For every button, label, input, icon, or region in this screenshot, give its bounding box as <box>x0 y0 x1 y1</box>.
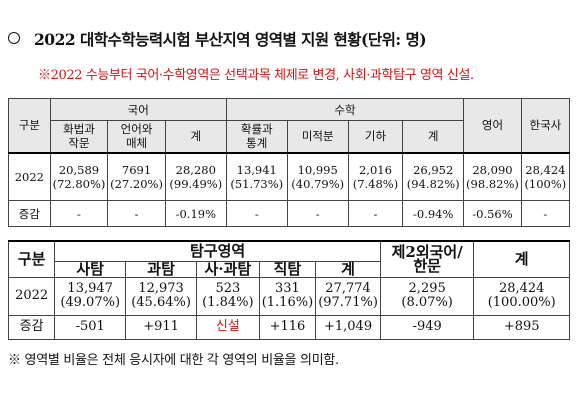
table-cell: 2,295 (8.07%) <box>379 276 475 316</box>
title-text: 2022 대학수학능력시험 부산지역 영역별 지원 현황(단위: 명) <box>34 30 427 49</box>
sub-header: 계 <box>164 120 227 153</box>
table-korean-math: 구분 국어 수학 영어 한국사 화법과 작문 언어와 매체 계 확률과 통계 미… <box>8 98 571 227</box>
row-label: 증감 <box>7 314 56 340</box>
table-cell: -0.19% <box>164 200 227 227</box>
header-foreign: 제2외국어/ 한문 <box>379 240 475 278</box>
table-cell: 28,090 (98.82%) <box>463 152 522 201</box>
table-cell: 13,947 (49.07%) <box>54 276 127 316</box>
table-cell: - <box>520 200 571 227</box>
sub-header: 사·과탐 <box>196 260 260 278</box>
circle-bullet-icon <box>8 32 20 44</box>
table-cell: 10,995 (40.79%) <box>286 152 349 201</box>
table-cell: - <box>49 200 109 227</box>
table-cell: -949 <box>379 314 475 340</box>
table-cell: 7691 (27.20%) <box>107 152 166 201</box>
red-note: ※2022 수능부터 국어·수학영역은 선택과목 체제로 변경, 사회·과학탐구… <box>38 68 474 83</box>
table-cell: +895 <box>473 314 570 340</box>
page-title: 2022 대학수학능력시험 부산지역 영역별 지원 현황(단위: 명) <box>8 28 427 50</box>
table-cell: - <box>286 200 349 227</box>
header-history: 한국사 <box>520 98 571 153</box>
table-cell: 331 (1.16%) <box>258 276 317 316</box>
row-label: 2022 <box>7 276 56 316</box>
table-cell: - <box>107 200 166 227</box>
table-cell-new: 신설 <box>196 314 260 340</box>
table-cell: -0.94% <box>402 200 465 227</box>
table-cell: -501 <box>54 314 127 340</box>
table-cell: 20,589 (72.80%) <box>49 152 109 201</box>
row-label: 2022 <box>8 152 51 201</box>
header-gubun: 구분 <box>7 240 56 278</box>
sub-header: 확률과 통계 <box>225 120 288 153</box>
table-cell: 13,941 (51.73%) <box>225 152 288 201</box>
table-cell: - <box>347 200 404 227</box>
table-cell: +911 <box>125 314 198 340</box>
sub-header: 계 <box>315 260 381 278</box>
sub-header: 기하 <box>347 120 404 153</box>
table-cell: 28,424 (100%) <box>520 152 571 201</box>
sub-header: 언어와 매체 <box>107 120 166 153</box>
table-cell: 12,973 (45.64%) <box>125 276 198 316</box>
table-cell: 27,774 (97.71%) <box>315 276 381 316</box>
sub-header: 화법과 작문 <box>49 120 109 153</box>
header-total: 계 <box>473 240 570 278</box>
header-english: 영어 <box>463 98 522 153</box>
table-inquiry: 구분 탐구영역 제2외국어/ 한문 계 사탐 과탐 사·과탐 직탐 계 2022… <box>7 240 570 340</box>
header-korean: 국어 <box>49 98 227 121</box>
sub-header: 직탐 <box>258 260 317 278</box>
sub-header: 계 <box>402 120 465 153</box>
table-cell: 28,280 (99.49%) <box>164 152 227 201</box>
table-cell: +116 <box>258 314 317 340</box>
header-math: 수학 <box>225 98 465 121</box>
table-cell: 523 (1.84%) <box>196 276 260 316</box>
table-cell: 28,424 (100.00%) <box>473 276 570 316</box>
table-cell: -0.56% <box>463 200 522 227</box>
table-cell: +1,049 <box>315 314 381 340</box>
footnote: ※ 영역별 비율은 전체 응시자에 대한 각 영역의 비율을 의미함. <box>8 353 339 368</box>
table-cell: 26,952 (94.82%) <box>402 152 465 201</box>
sub-header: 과탐 <box>125 260 198 278</box>
header-gubun: 구분 <box>8 98 51 153</box>
table-cell: - <box>225 200 288 227</box>
sub-header: 사탐 <box>54 260 127 278</box>
sub-header: 미적분 <box>286 120 349 153</box>
row-label: 증감 <box>8 200 51 227</box>
header-inquiry: 탐구영역 <box>54 240 381 262</box>
table-cell: 2,016 (7.48%) <box>347 152 404 201</box>
